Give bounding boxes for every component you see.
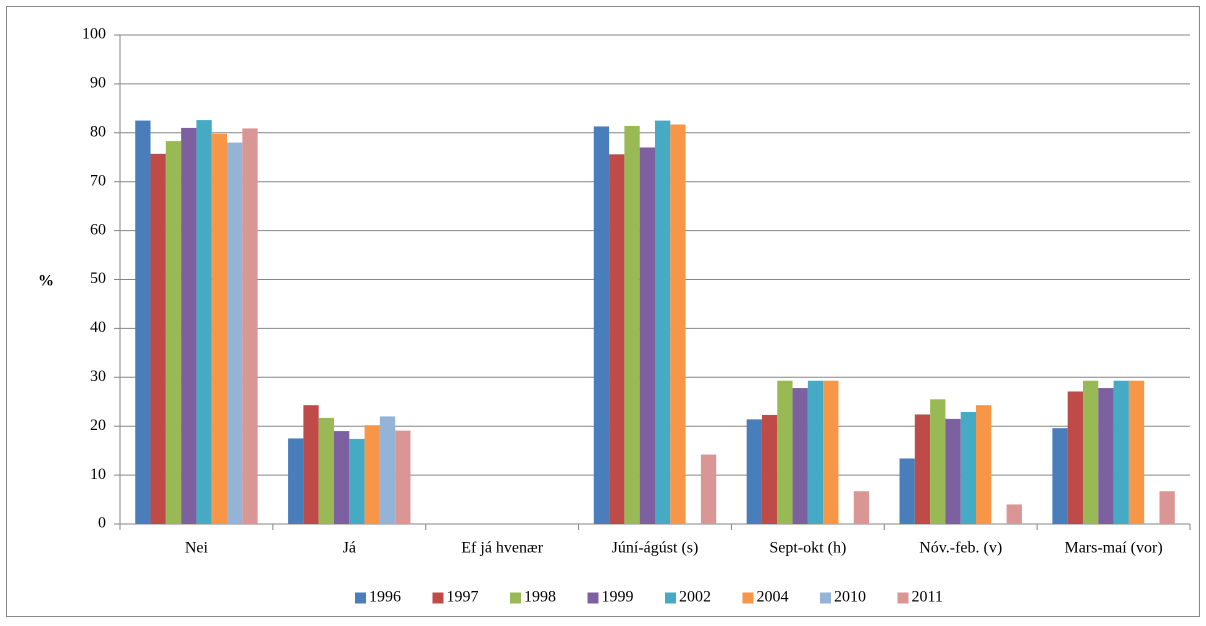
y-tick-label: 80 (90, 123, 106, 140)
bar (1098, 388, 1114, 524)
bar (792, 388, 808, 524)
legend-label: 2010 (834, 589, 866, 606)
bar (777, 380, 793, 524)
bar (976, 405, 992, 524)
bar (609, 154, 625, 525)
legend-swatch (665, 592, 676, 604)
legend-swatch (742, 592, 754, 604)
legend-label: 1998 (524, 589, 556, 606)
y-tick-label: 50 (90, 270, 106, 287)
bar (823, 380, 839, 524)
legend-label: 2011 (912, 589, 943, 606)
bar (135, 120, 151, 524)
x-tick-label: Sept-okt (h) (769, 540, 846, 557)
bar (227, 142, 243, 524)
legend-swatch (355, 592, 366, 604)
y-tick-label: 30 (90, 368, 106, 385)
bar (624, 125, 640, 524)
bar (930, 399, 946, 524)
bar (1128, 380, 1145, 524)
bar (639, 147, 655, 524)
x-tick-label: Nóv.-feb. (v) (919, 540, 1002, 557)
x-tick-label: Ef já hvenær (461, 540, 543, 557)
legend-label: 1999 (602, 589, 634, 606)
bar (960, 412, 977, 524)
bar (165, 141, 182, 524)
legend-label: 1996 (369, 589, 401, 606)
bar (746, 419, 762, 524)
y-tick-label: 40 (90, 319, 106, 336)
bar (395, 430, 411, 524)
bar (288, 438, 304, 524)
y-tick-label: 70 (90, 172, 106, 189)
bar (1067, 391, 1083, 524)
legend-swatch (432, 592, 444, 604)
bar (1006, 504, 1022, 524)
x-tick-label: Júní-ágúst (s) (612, 540, 699, 557)
bar (333, 431, 350, 524)
legend-label: 2004 (757, 589, 789, 606)
bar (181, 127, 197, 524)
bar (914, 414, 931, 524)
bar (670, 124, 686, 524)
y-tick-label: 10 (90, 466, 106, 483)
legend-swatch (587, 592, 599, 604)
bar (1113, 380, 1129, 524)
y-tick-label: 100 (82, 26, 106, 43)
bar (853, 491, 870, 524)
y-axis-label: % (38, 273, 54, 290)
legend-swatch (820, 592, 831, 604)
bar (211, 133, 228, 524)
x-tick-label: Nei (185, 540, 209, 557)
bar (379, 416, 396, 524)
x-tick-label: Já (343, 540, 356, 557)
bar (899, 458, 915, 524)
bar (242, 128, 258, 525)
bar (655, 120, 671, 524)
y-tick-label: 0 (98, 515, 106, 532)
bar (700, 454, 717, 524)
bar (1159, 491, 1175, 524)
y-tick-label: 20 (90, 417, 106, 434)
bar (196, 120, 212, 524)
bar (761, 414, 778, 524)
x-tick-label: Mars-maí (vor) (1064, 540, 1162, 557)
bar (303, 405, 319, 524)
legend-label: 1997 (447, 589, 479, 606)
bar (349, 438, 365, 524)
legend-swatch (510, 592, 521, 604)
legend-swatch (897, 592, 909, 604)
bar (1082, 380, 1099, 524)
bar (1052, 428, 1068, 524)
legend-label: 2002 (679, 589, 711, 606)
y-tick-label: 90 (90, 75, 106, 92)
bar (945, 418, 961, 524)
bar (364, 425, 380, 524)
bar (150, 153, 166, 524)
bar (593, 126, 610, 525)
bar (807, 380, 824, 524)
y-tick-label: 60 (90, 221, 106, 238)
bar (318, 417, 334, 524)
